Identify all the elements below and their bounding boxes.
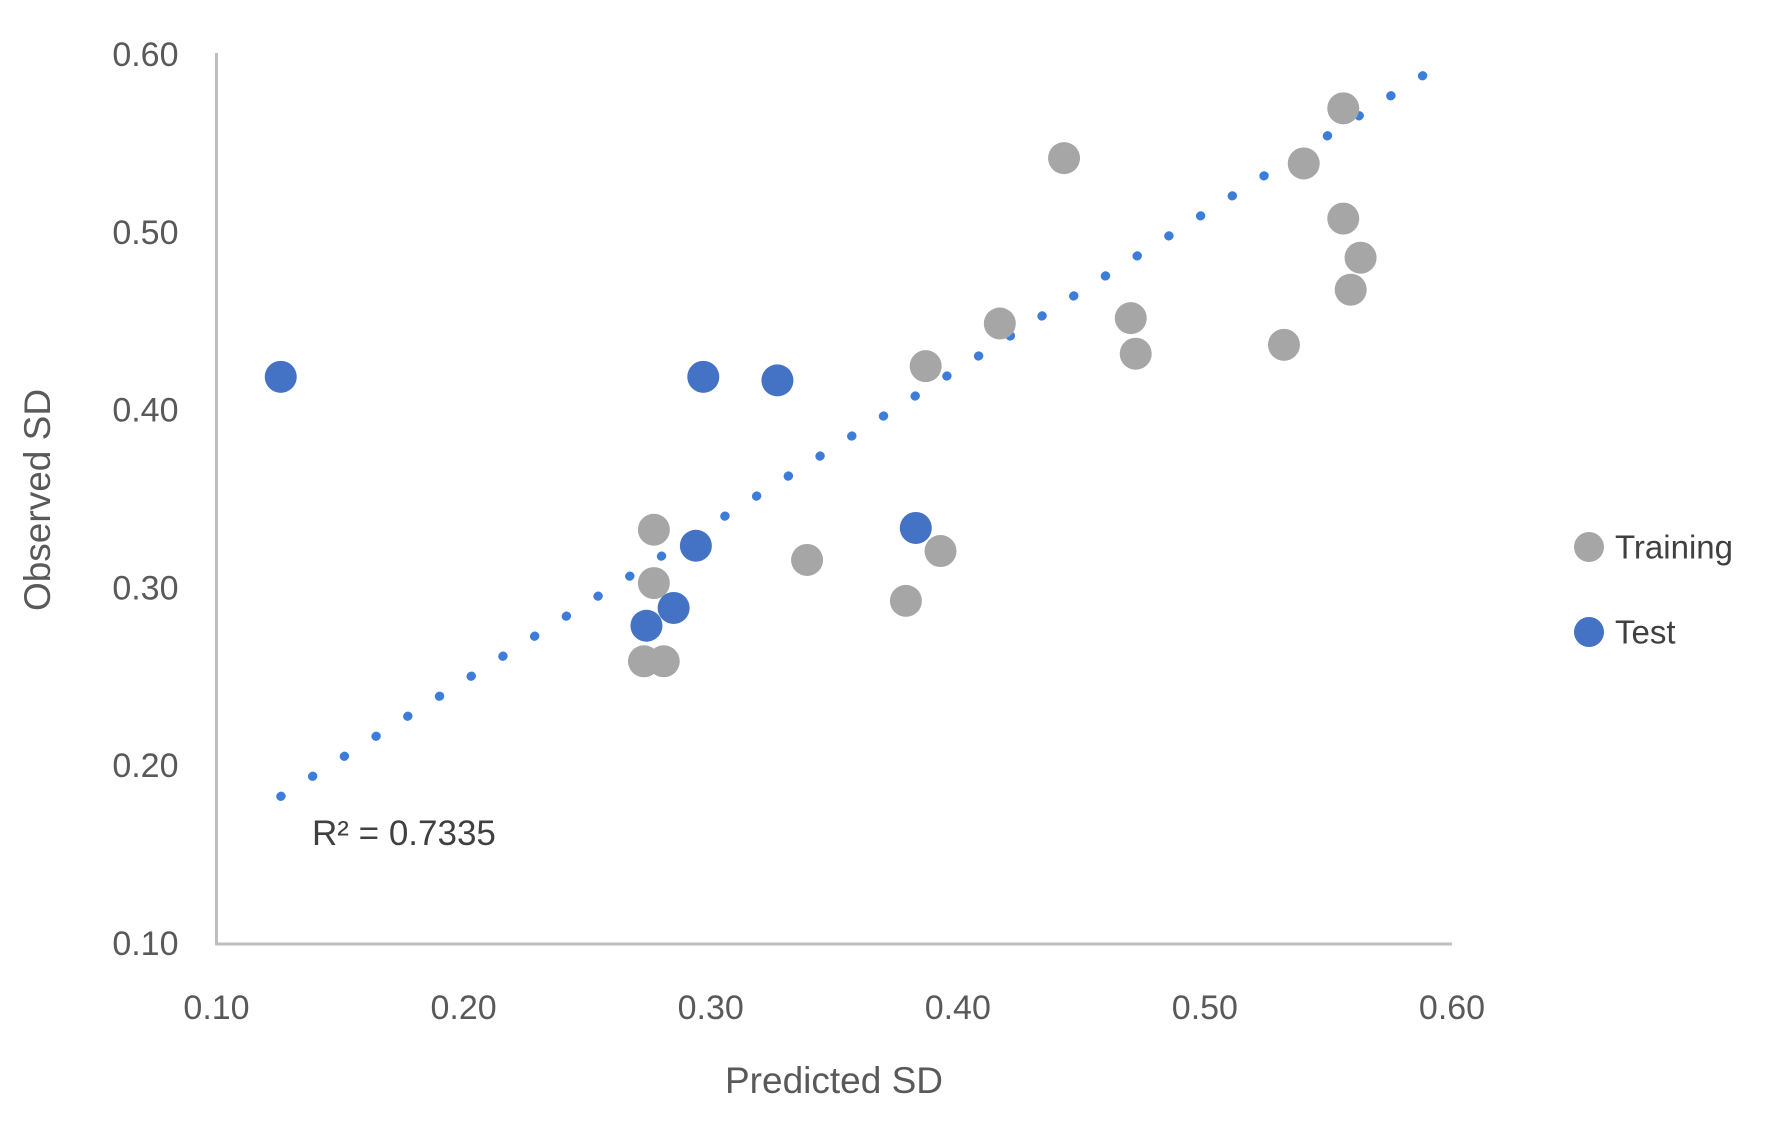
legend-marker-test-icon: [1574, 617, 1604, 647]
test-data-point: [679, 529, 712, 562]
test-data-point: [761, 364, 794, 397]
y-tick-label: 0.60: [112, 36, 178, 74]
y-tick-label: 0.20: [112, 747, 178, 785]
test-data-point: [657, 591, 690, 624]
x-axis-title: Predicted SD: [725, 1060, 943, 1101]
y-axis-tick-labels: 0.10 0.20 0.30 0.40 0.50 0.60: [112, 36, 178, 963]
training-data-point: [1119, 337, 1152, 370]
r-squared-label: R² = 0.7335: [312, 814, 496, 853]
training-data-point: [1114, 302, 1147, 335]
legend: Training Test: [1574, 529, 1733, 651]
training-data-point: [983, 307, 1016, 340]
test-data-point: [687, 360, 720, 393]
test-series-points: [264, 360, 932, 642]
x-tick-label: 0.50: [1172, 989, 1238, 1027]
trendline-dotted: [276, 55, 1452, 801]
training-data-point: [1267, 328, 1300, 361]
training-data-point: [1334, 273, 1367, 306]
x-tick-label: 0.30: [678, 989, 744, 1027]
y-tick-label: 0.30: [112, 569, 178, 607]
training-data-point: [637, 513, 670, 546]
y-axis-title: Observed SD: [17, 389, 58, 611]
training-data-point: [637, 567, 670, 600]
x-axis-tick-labels: 0.10 0.20 0.30 0.40 0.50 0.60: [183, 989, 1485, 1027]
training-data-point: [1327, 92, 1360, 125]
training-data-point: [1287, 147, 1320, 180]
legend-label-test: Test: [1615, 614, 1676, 651]
test-data-point: [264, 360, 297, 393]
y-tick-label: 0.10: [112, 925, 178, 963]
legend-marker-training-icon: [1574, 532, 1604, 562]
test-data-point: [899, 511, 932, 544]
legend-label-training: Training: [1615, 529, 1733, 566]
training-data-point: [1048, 142, 1081, 175]
training-data-point: [1327, 202, 1360, 235]
x-tick-label: 0.40: [925, 989, 991, 1027]
training-data-point: [647, 645, 680, 678]
training-data-point: [909, 350, 942, 383]
x-tick-label: 0.60: [1419, 989, 1485, 1027]
y-tick-label: 0.50: [112, 214, 178, 252]
training-series-points: [627, 92, 1377, 678]
training-data-point: [924, 535, 957, 568]
test-data-point: [630, 609, 663, 642]
y-tick-label: 0.40: [112, 392, 178, 430]
x-tick-label: 0.10: [183, 989, 249, 1027]
training-data-point: [791, 543, 824, 576]
x-tick-label: 0.20: [431, 989, 497, 1027]
training-data-point: [1344, 241, 1377, 274]
training-data-point: [889, 584, 922, 617]
